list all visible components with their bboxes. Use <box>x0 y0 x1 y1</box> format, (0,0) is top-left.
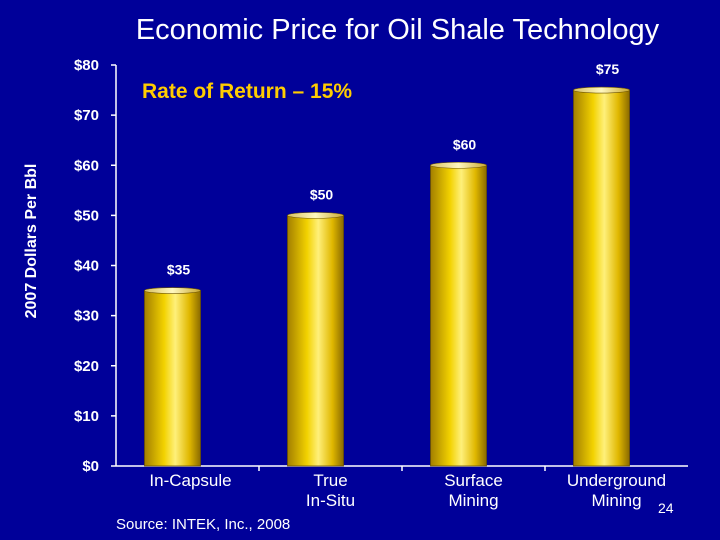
y-tick-label: $10 <box>74 408 99 425</box>
y-tick-label: $50 <box>74 207 99 224</box>
bar <box>287 214 344 467</box>
chart-subtitle: Rate of Return – 15% <box>142 80 353 103</box>
x-tick-label: Underground <box>567 471 666 490</box>
bar-top <box>144 287 201 294</box>
source-note: Source: INTEK, Inc., 2008 <box>116 516 291 533</box>
bars: $35In-Capsule$50TrueIn-Situ$60SurfaceMin… <box>144 61 666 510</box>
x-tick-label: True <box>313 471 347 490</box>
data-label: $50 <box>310 186 334 202</box>
axes: $0 $10 $20 $30 $40 $50 $60 $70 $80 <box>74 57 688 475</box>
x-tick-label: In-Capsule <box>149 471 231 490</box>
y-tick-label: $70 <box>74 107 99 124</box>
bar <box>430 164 487 467</box>
bar <box>144 290 201 467</box>
data-label: $75 <box>596 61 620 77</box>
data-label: $35 <box>167 262 191 278</box>
y-tick-label: $40 <box>74 258 99 275</box>
y-tick-label: $20 <box>74 358 99 375</box>
chart-title: Economic Price for Oil Shale Technology <box>135 14 660 46</box>
x-tick-label: Mining <box>448 491 498 510</box>
bar <box>573 89 630 467</box>
bar-top <box>430 161 487 169</box>
bar-top <box>573 86 630 94</box>
page-number: 24 <box>658 500 674 516</box>
x-tick-label: Mining <box>591 491 641 510</box>
x-tick-label: Surface <box>444 471 503 490</box>
y-tick-label: $30 <box>74 308 99 325</box>
x-tick-label: In-Situ <box>306 491 355 510</box>
data-label: $60 <box>453 136 477 152</box>
bar-top <box>287 212 344 219</box>
y-tick-label: $80 <box>74 57 99 74</box>
y-tick-label: $0 <box>82 458 99 475</box>
y-tick-label: $60 <box>74 157 99 174</box>
